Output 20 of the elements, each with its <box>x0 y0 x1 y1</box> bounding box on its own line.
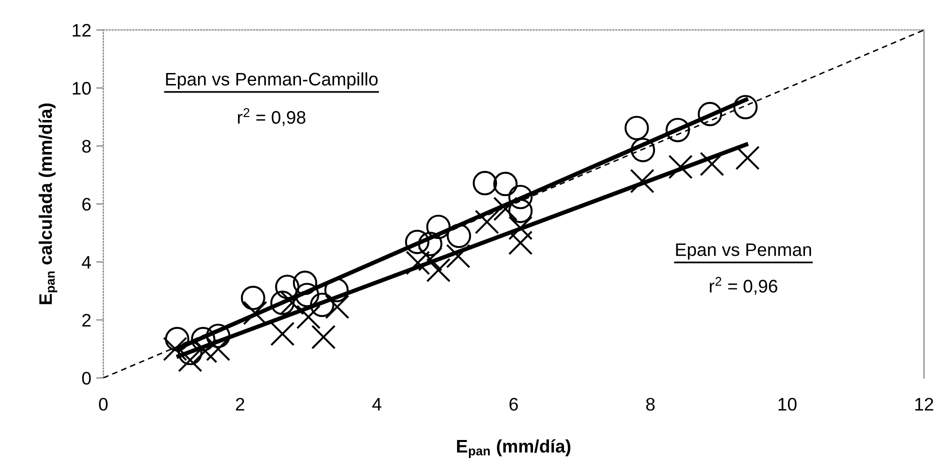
x-tick-label: 2 <box>236 398 244 410</box>
x-tick-label: 0 <box>98 398 108 411</box>
annotation: Epan vs Penman <box>676 243 812 260</box>
y-tick-label: 12 <box>72 24 91 37</box>
y-axis-title: E$_{pan}$ calculada (mm/día) <box>38 104 58 304</box>
annotation: r$^{2}$ = 0,98 <box>238 108 306 126</box>
x-tick-label: 6 <box>510 398 518 411</box>
y-tick-label: 0 <box>82 372 91 385</box>
x-tick-label: 4 <box>372 398 382 410</box>
y-tick-label: 4 <box>82 256 91 268</box>
y-tick-label: 10 <box>72 82 91 95</box>
annotation: r$^{2}$ = 0,96 <box>710 276 778 295</box>
x-tick-label: 10 <box>778 398 797 411</box>
y-tick-label: 2 <box>82 314 91 326</box>
x-tick-label: 12 <box>915 398 934 410</box>
annotation: Epan vs Penman-Campillo <box>166 72 378 90</box>
y-tick-label: 6 <box>82 198 91 211</box>
y-tick-label: 8 <box>82 140 91 153</box>
x-axis-title: E$_{pan}$ (mm/día) <box>457 439 570 458</box>
x-tick-label: 8 <box>646 398 655 411</box>
